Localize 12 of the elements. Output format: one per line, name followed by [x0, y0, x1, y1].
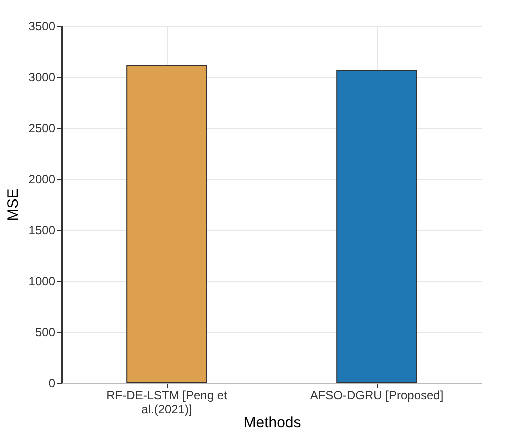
x-tick-label: RF-DE-LSTM [Peng et al.(2021)]	[106, 388, 228, 416]
x-tick-label: AFSO-DGRU [Proposed]	[310, 388, 444, 402]
y-tick-label: 500	[35, 326, 56, 340]
y-tick-label: 3000	[28, 70, 56, 84]
y-tick-label: 0	[48, 376, 56, 390]
y-tick-label: 2000	[28, 172, 56, 186]
y-tick-label: 1500	[28, 224, 56, 238]
y-axis-title: MSE	[4, 188, 22, 222]
x-axis-title: Methods	[244, 414, 302, 430]
y-tick-label: 2500	[28, 122, 56, 136]
y-tick-label: 1000	[28, 274, 56, 288]
y-tick-label: 3500	[28, 20, 56, 34]
